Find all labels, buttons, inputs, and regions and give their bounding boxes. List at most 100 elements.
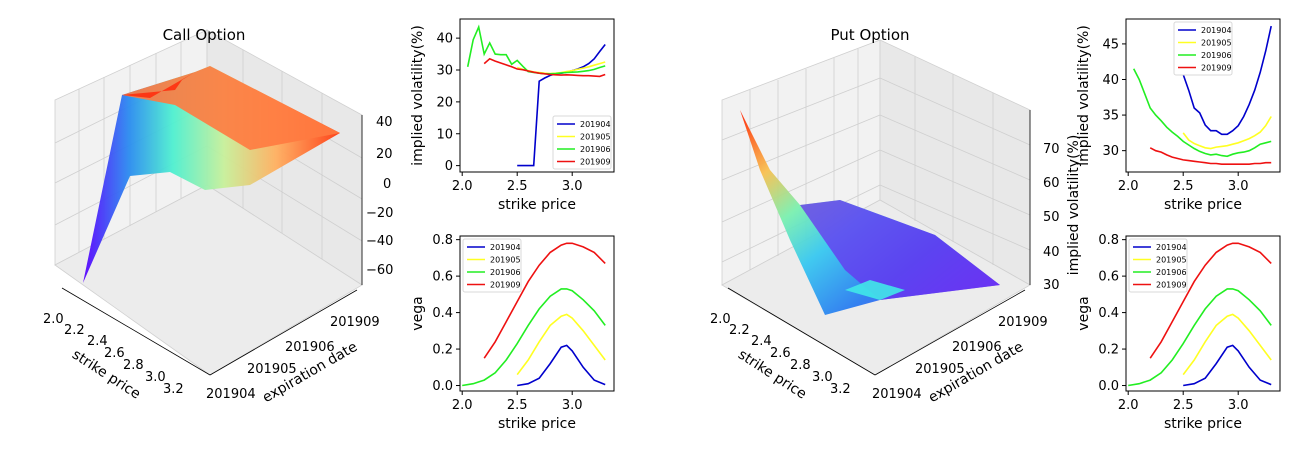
y-tick-label: 0 — [445, 159, 453, 174]
x-axis-label: strike price — [1164, 416, 1242, 432]
legend-label: 201909 — [580, 158, 611, 167]
legend-label: 201905 — [1201, 39, 1232, 48]
x-tick-label: 2.0 — [1118, 398, 1139, 413]
y-axis-label: implied volatility(%) — [410, 25, 426, 166]
y-tick-label: 0.4 — [1098, 306, 1119, 321]
put-z-tick: 60 — [1043, 176, 1060, 191]
x-tick-label: 3.0 — [562, 179, 583, 194]
legend-label: 201906 — [580, 145, 611, 154]
series-line-201904 — [1183, 344, 1272, 387]
call-z-tick: −40 — [366, 234, 393, 249]
put-z-ticks: 70 60 50 40 30 — [1043, 142, 1060, 293]
y-tick-label: 0.6 — [432, 270, 453, 285]
put-z-tick: 30 — [1043, 278, 1060, 293]
legend-label: 201905 — [1156, 256, 1187, 265]
y-tick-label: 0.2 — [432, 343, 453, 358]
y-tick-label: 40 — [436, 32, 453, 47]
put-y-tick: 201906 — [952, 340, 1002, 355]
put-surface-low — [800, 200, 1000, 300]
put-surface-notch — [845, 280, 905, 300]
series-line-201906 — [1128, 288, 1272, 387]
y-tick-label: 0.0 — [1098, 379, 1119, 394]
put-y-tick: 201909 — [998, 315, 1048, 330]
series-line-201905 — [516, 313, 606, 376]
series-line-201906 — [462, 288, 606, 387]
call-x-tick: 3.0 — [145, 370, 166, 385]
y-tick-label: 45 — [1102, 37, 1119, 52]
call-x-tick: 2.8 — [123, 358, 144, 373]
put-x-tick: 2.2 — [729, 323, 750, 338]
put-x-tick: 3.0 — [812, 370, 833, 385]
put-y-tick: 201904 — [872, 387, 922, 402]
y-tick-label: 30 — [1102, 144, 1119, 159]
put-x-tick: 2.8 — [790, 358, 811, 373]
y-tick-label: 10 — [436, 127, 453, 142]
y-tick-label: 0.4 — [432, 306, 453, 321]
call-z-tick: −20 — [366, 206, 393, 221]
call-title: Call Option — [163, 26, 246, 44]
put-y-tick: 201905 — [915, 362, 965, 377]
legend-box — [462, 238, 522, 293]
call-y-axis-line — [209, 289, 358, 376]
call-implied-volatility-panel: 2.0 2.5 3.0 0 10 20 30 40 strike price implied vo… — [410, 18, 615, 213]
put-title: Put Option — [831, 26, 910, 44]
x-tick-label: 2.0 — [452, 398, 473, 413]
x-tick-label: 3.0 — [1228, 398, 1249, 413]
call-z-tick: −60 — [366, 263, 393, 278]
legend-label: 201905 — [490, 256, 521, 265]
put-z-tick: 70 — [1043, 142, 1060, 157]
x-tick-label: 3.0 — [1228, 179, 1249, 194]
call-y-tick: 201909 — [330, 315, 380, 330]
legend-label: 201909 — [490, 281, 521, 290]
x-tick-label: 2.5 — [507, 398, 528, 413]
call-x-ticks: 2.0 2.2 2.4 2.6 2.8 3.0 3.2 — [43, 312, 184, 397]
series-line-201905 — [1182, 313, 1272, 376]
put-x-axis-line — [727, 287, 876, 376]
call-y-tick: 201906 — [285, 340, 335, 355]
x-tick-label: 3.0 — [562, 398, 583, 413]
y-tick-label: 0.8 — [432, 233, 453, 248]
call-3d-panel: 2.0 2.2 2.4 2.6 2.8 3.0 3.2 201904 20190… — [43, 26, 393, 406]
legend-label: 201904 — [580, 120, 611, 129]
put-x-tick: 2.4 — [751, 334, 772, 349]
call-x-tick: 2.0 — [43, 312, 64, 327]
put-vega-panel: 2.0 2.5 3.0 0.0 0.2 0.4 0.6 0.8 strike price vega… — [1076, 233, 1281, 432]
legend-box — [1173, 21, 1233, 76]
y-axis-label: vega — [1076, 296, 1092, 330]
y-tick-label: 20 — [436, 95, 453, 110]
y-tick-label: 0.6 — [1098, 270, 1119, 285]
call-surface-ridge — [122, 72, 195, 98]
put-x-tick: 3.2 — [830, 382, 851, 397]
x-axis-label: strike price — [498, 416, 576, 432]
put-z-tick: 40 — [1043, 245, 1060, 260]
y-axis-label: implied volatility(%) — [1076, 25, 1092, 166]
x-tick-label: 2.5 — [507, 179, 528, 194]
x-tick-label: 2.5 — [1173, 179, 1194, 194]
put-y-ticks: 201904 201905 201906 201909 — [872, 315, 1048, 402]
series-line-201909 — [1149, 242, 1272, 359]
legend-label: 201909 — [1201, 64, 1232, 73]
x-tick-label: 2.0 — [1118, 179, 1139, 194]
put-z-tick: 50 — [1043, 210, 1060, 225]
y-tick-label: 30 — [436, 64, 453, 79]
x-axis-label: strike price — [498, 197, 576, 213]
series-line-201904 — [517, 344, 606, 387]
legend-label: 201904 — [1156, 243, 1187, 252]
put-x-tick: 2.6 — [770, 346, 791, 361]
legend-label: 201906 — [490, 268, 521, 277]
call-y-ticks: 201904 201905 201906 201909 — [206, 315, 380, 402]
legend-label: 201905 — [580, 133, 611, 142]
call-y-tick: 201905 — [247, 362, 297, 377]
legend-label: 201906 — [1201, 51, 1232, 60]
call-x-axis-line — [61, 287, 211, 376]
call-vega-panel: 2.0 2.5 3.0 0.0 0.2 0.4 0.6 0.8 strike price vega… — [410, 233, 615, 432]
put-y-axis-line — [874, 289, 1026, 376]
legend: 201904 201905 201906 201909 — [462, 238, 522, 293]
put-x-ticks: 2.0 2.2 2.4 2.6 2.8 3.0 3.2 — [710, 312, 851, 397]
call-x-tick: 2.2 — [64, 323, 85, 338]
call-z-tick: 20 — [376, 147, 393, 162]
x-tick-label: 2.0 — [452, 179, 473, 194]
series-line-201909 — [483, 57, 606, 78]
call-x-tick: 3.2 — [163, 382, 184, 397]
